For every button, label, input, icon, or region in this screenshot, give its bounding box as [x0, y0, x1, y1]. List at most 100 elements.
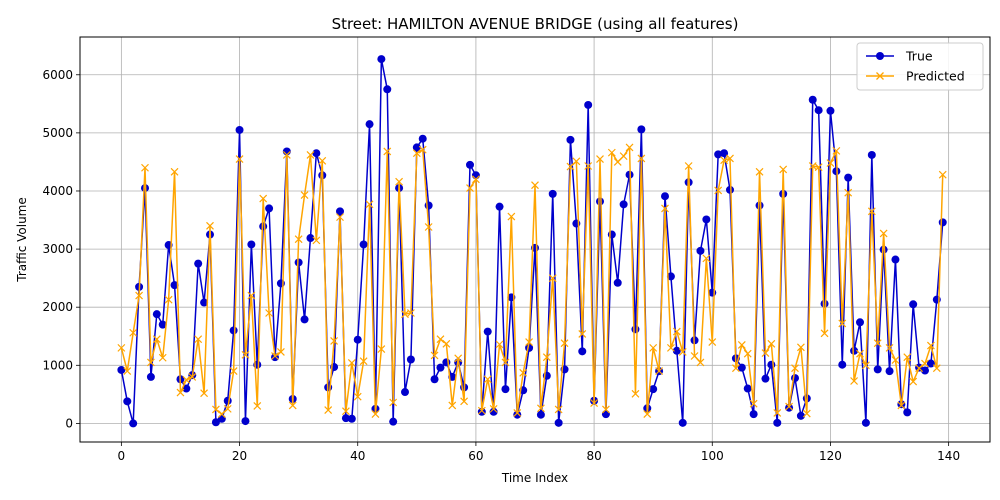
data-point-predicted [158, 353, 167, 362]
data-point-predicted [371, 410, 380, 419]
data-point-predicted [223, 404, 232, 413]
data-point-predicted [560, 339, 569, 348]
data-point-true [229, 326, 238, 335]
data-point-predicted [513, 409, 522, 417]
data-point-true [584, 100, 593, 109]
data-point-predicted [424, 223, 433, 231]
x-tick-label: 60 [468, 449, 483, 463]
x-tick-label: 80 [586, 449, 601, 463]
data-point-true [495, 202, 504, 211]
data-point-true [661, 192, 669, 201]
data-point-true [353, 335, 362, 344]
legend-box [856, 42, 984, 91]
data-point-true [158, 320, 167, 329]
data-point-true [867, 150, 876, 159]
y-tick-label: 0 [65, 416, 73, 430]
data-point-predicted [253, 402, 262, 410]
data-point-true [796, 411, 805, 420]
data-point-true [341, 414, 350, 423]
data-point-true [418, 134, 427, 143]
data-point-predicted [117, 343, 126, 352]
x-axis-title: Time Index [501, 471, 568, 485]
data-point-predicted [430, 351, 439, 360]
data-point-true [820, 299, 829, 308]
data-point-true [755, 201, 764, 210]
data-point-true [365, 120, 374, 129]
series-true [117, 55, 947, 428]
data-point-true [489, 407, 498, 416]
data-point-predicted [531, 181, 539, 190]
data-point-predicted [300, 191, 309, 199]
data-point-predicted [341, 407, 350, 416]
data-point-predicted [596, 155, 604, 163]
data-point-predicted [619, 152, 628, 161]
data-point-predicted [141, 163, 149, 172]
data-point-predicted [690, 352, 699, 360]
data-point-predicted [294, 235, 303, 244]
data-point-predicted [312, 236, 321, 245]
legend-true-marker [876, 52, 884, 60]
data-point-predicted [306, 151, 315, 159]
data-point-true [607, 230, 616, 239]
data-point-predicted [921, 359, 929, 368]
x-tick-label: 40 [350, 449, 365, 463]
data-point-true [737, 363, 746, 372]
y-tick-label: 5000 [42, 126, 73, 140]
data-point-true [294, 258, 303, 267]
data-point-true [477, 407, 486, 416]
data-point-true [200, 298, 209, 307]
data-point-true [336, 207, 344, 216]
data-point-true [720, 149, 729, 158]
data-point-predicted [206, 221, 214, 230]
data-point-predicted [861, 361, 870, 370]
data-point-predicted [873, 339, 882, 348]
data-point-predicted [448, 401, 457, 410]
data-point-predicted [607, 148, 616, 157]
data-point-true [466, 160, 474, 169]
data-point-predicted [129, 328, 138, 337]
data-point-predicted [466, 184, 474, 193]
data-point-predicted [241, 350, 250, 359]
data-point-predicted [436, 335, 445, 344]
data-point-true [182, 384, 191, 393]
data-point-true [726, 185, 734, 194]
data-point-true [536, 410, 545, 419]
data-point-predicted [259, 194, 268, 203]
data-point-true [678, 418, 687, 427]
data-point-true [578, 347, 587, 356]
data-point-true [312, 149, 321, 158]
data-point-predicted [318, 156, 327, 165]
data-point-true [217, 414, 226, 423]
data-point-predicted [832, 146, 841, 155]
data-point-predicted [519, 368, 528, 377]
data-point-predicted [471, 175, 480, 184]
data-point-true [424, 201, 433, 210]
data-point-predicted [897, 401, 906, 410]
data-point-predicted [720, 156, 729, 165]
data-point-predicted [211, 405, 220, 414]
data-point-true [861, 418, 870, 427]
data-point-true [938, 218, 947, 227]
data-point-predicted [814, 163, 823, 172]
data-point-true [903, 408, 912, 417]
data-point-predicted [442, 339, 451, 348]
data-point-predicted [791, 364, 799, 373]
data-point-true [619, 200, 628, 209]
data-point-true [235, 125, 244, 134]
data-point-predicted [755, 167, 764, 176]
data-point-true [637, 125, 646, 134]
data-point-predicted [200, 389, 209, 398]
data-point-predicted [395, 177, 404, 186]
data-point-true [300, 315, 309, 324]
x-tick-label: 120 [819, 449, 842, 463]
data-point-predicted [666, 343, 675, 352]
data-point-predicted [229, 367, 238, 376]
data-point-true [666, 272, 675, 281]
data-point-true [412, 143, 421, 152]
ticks: 0 20 40 60 80 100 120 140 0 1000 2000 3000 4000 5000 6… [42, 68, 960, 463]
data-point-predicted [613, 158, 622, 166]
data-point-true [146, 372, 155, 381]
data-point-predicted [176, 388, 185, 397]
x-tick-label: 0 [118, 449, 126, 463]
data-point-predicted [276, 348, 285, 356]
